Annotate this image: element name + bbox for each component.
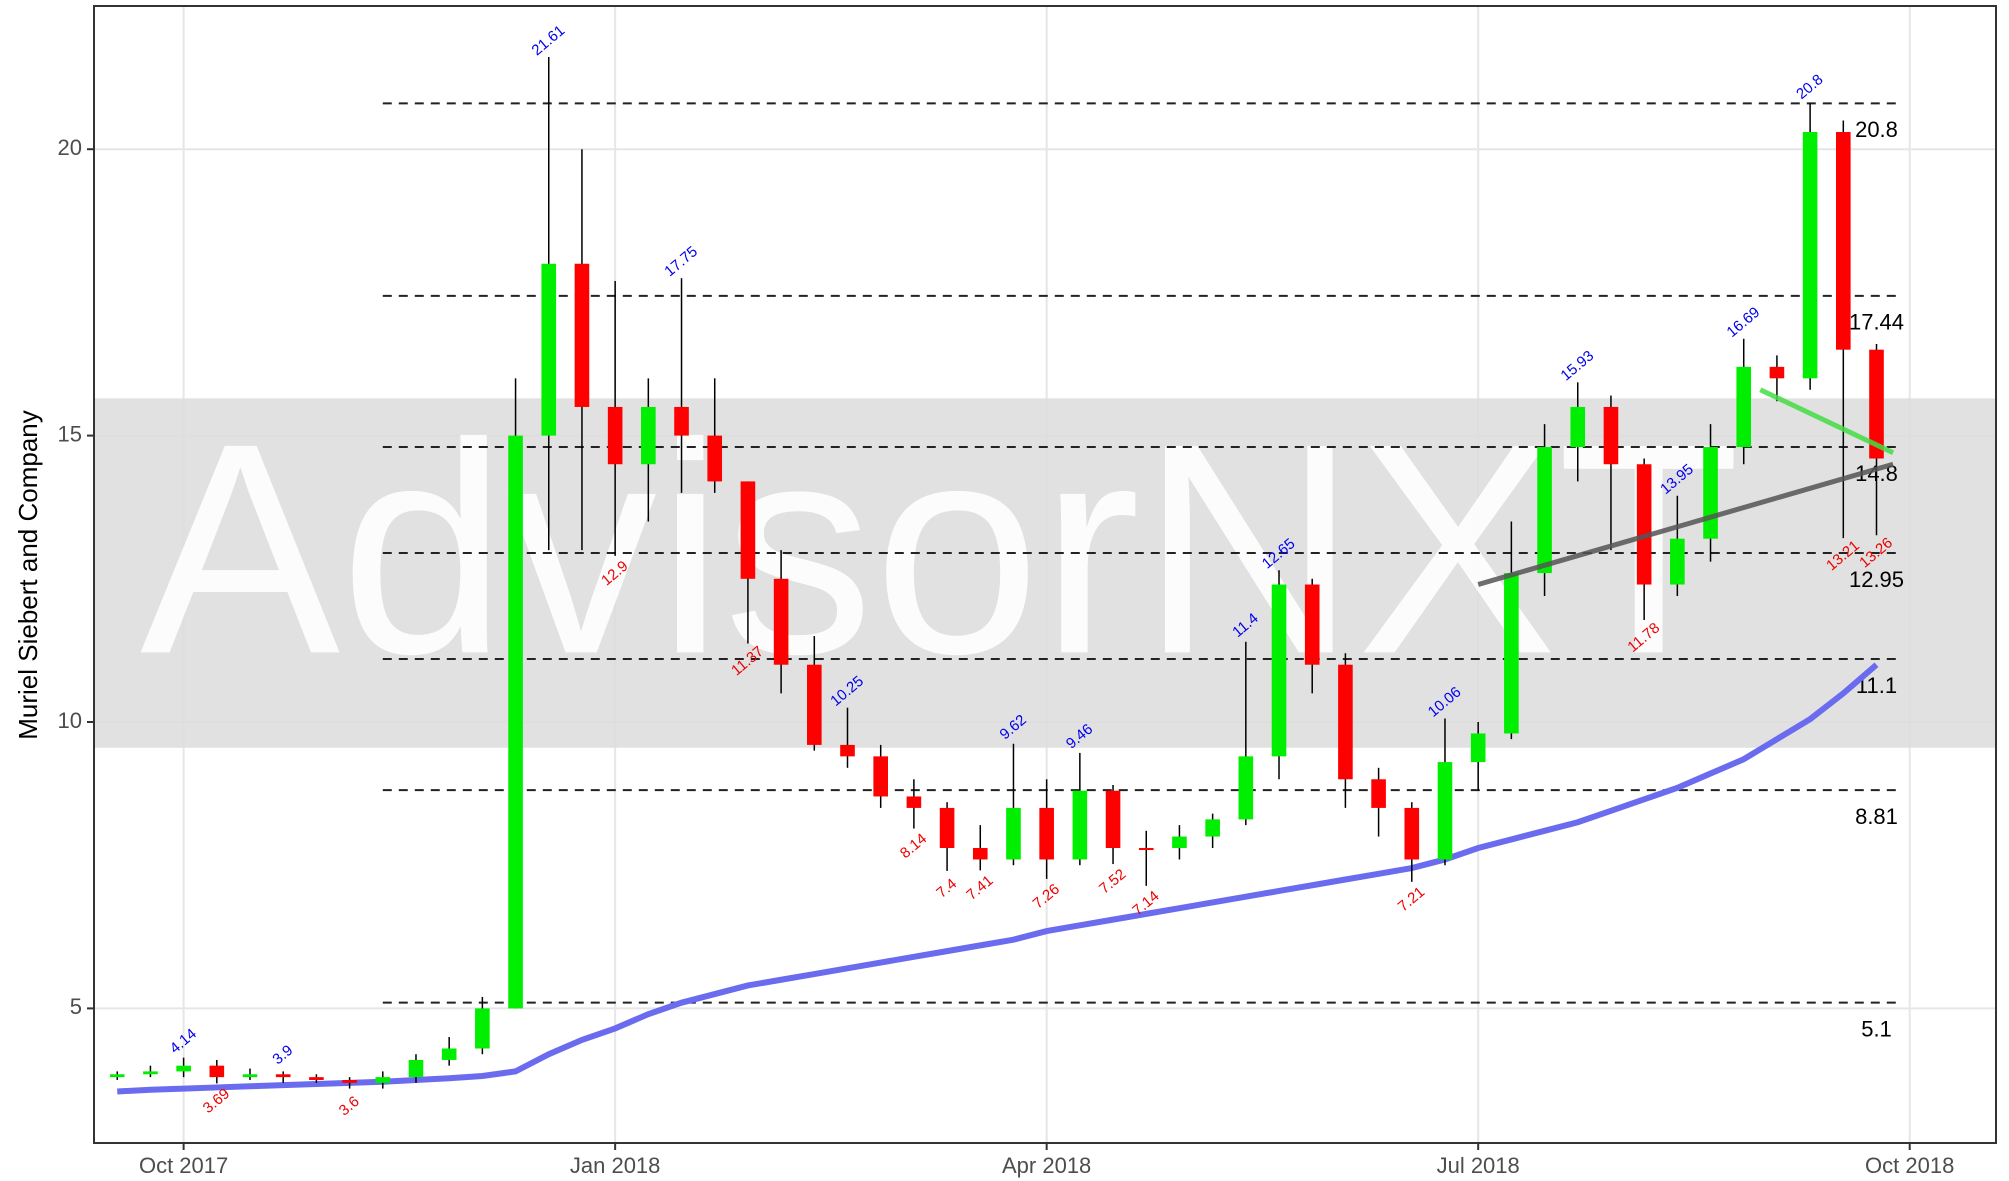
candle-body bbox=[441, 1048, 457, 1060]
candle-body bbox=[1338, 664, 1353, 780]
trough-label: 7.41 bbox=[963, 872, 996, 904]
trendline bbox=[1759, 387, 1895, 456]
x-tick-label: Oct 2017 bbox=[139, 1153, 228, 1178]
candle-body bbox=[641, 406, 656, 465]
candle-body bbox=[740, 481, 756, 579]
candle-body bbox=[1172, 836, 1187, 849]
candle-body bbox=[541, 263, 557, 436]
y-tick-label: 10 bbox=[58, 708, 82, 733]
candle-body bbox=[309, 1077, 324, 1080]
peak-label: 21.61 bbox=[529, 22, 569, 59]
candle-body bbox=[972, 848, 988, 860]
plot-frame bbox=[93, 5, 1997, 1144]
trendline bbox=[1477, 461, 1894, 587]
candle-body bbox=[143, 1071, 158, 1075]
level-label: 8.81 bbox=[1855, 804, 1898, 829]
candle-body bbox=[1072, 790, 1088, 860]
candle-body bbox=[773, 578, 789, 665]
moving-average bbox=[117, 662, 1879, 1095]
candle-body bbox=[1470, 733, 1486, 763]
candle-body bbox=[1039, 807, 1054, 860]
candle-body bbox=[807, 664, 822, 745]
candle-body bbox=[1205, 819, 1220, 837]
candle-body bbox=[375, 1077, 391, 1083]
y-tick-label: 20 bbox=[58, 135, 82, 160]
candle-body bbox=[840, 744, 855, 757]
candle-body bbox=[1570, 406, 1586, 448]
peak-label: 3.9 bbox=[269, 1042, 296, 1068]
trough-label: 3.6 bbox=[336, 1093, 363, 1119]
candle-body bbox=[1238, 756, 1254, 820]
candle-body bbox=[1537, 447, 1552, 574]
watermark: AdvisorNXT bbox=[140, 380, 1740, 716]
candle-body bbox=[873, 756, 888, 797]
candle-body bbox=[1437, 762, 1453, 860]
candle-body bbox=[342, 1079, 357, 1083]
peak-label: 20.8 bbox=[1793, 71, 1826, 103]
candle-body bbox=[475, 1008, 490, 1049]
candle-body bbox=[1504, 573, 1519, 734]
candle-body bbox=[176, 1065, 191, 1072]
candle-body bbox=[1138, 848, 1154, 851]
candle-body bbox=[1703, 447, 1718, 539]
candle-body bbox=[939, 807, 955, 849]
candle-body bbox=[1869, 349, 1884, 459]
candle-body bbox=[906, 796, 922, 808]
candle-body bbox=[574, 263, 590, 407]
x-tick-label: Oct 2018 bbox=[1865, 1153, 1954, 1178]
y-axis-title: Muriel Siebert and Company bbox=[13, 410, 43, 740]
candle-body bbox=[242, 1074, 258, 1078]
candle-body bbox=[607, 406, 623, 465]
candle-body bbox=[674, 406, 689, 436]
candle-body bbox=[209, 1065, 225, 1078]
peak-label: 16.69 bbox=[1724, 304, 1764, 341]
candle-body bbox=[1371, 779, 1386, 808]
candle-body bbox=[1736, 366, 1752, 448]
x-tick-label: Jan 2018 bbox=[570, 1153, 661, 1178]
candle-body bbox=[508, 435, 523, 1009]
level-label: 17.44 bbox=[1849, 310, 1904, 335]
candle-body bbox=[1603, 406, 1619, 465]
x-tick-label: Jul 2018 bbox=[1437, 1153, 1520, 1178]
trough-label: 8.14 bbox=[897, 830, 930, 862]
candle-body bbox=[1670, 538, 1685, 585]
peak-label: 15.93 bbox=[1558, 347, 1598, 384]
candle-body bbox=[707, 435, 723, 482]
candle-body bbox=[1802, 132, 1818, 379]
candle-body bbox=[408, 1059, 424, 1078]
peak-label: 17.75 bbox=[661, 243, 701, 280]
candle-body bbox=[1636, 464, 1652, 585]
trough-label: 7.21 bbox=[1395, 884, 1428, 916]
level-label: 5.1 bbox=[1861, 1016, 1892, 1041]
candle-body bbox=[1304, 584, 1320, 665]
candle-body bbox=[1836, 132, 1851, 350]
candle-body bbox=[1769, 366, 1785, 379]
y-tick-label: 5 bbox=[70, 994, 82, 1019]
level-label: 12.95 bbox=[1849, 567, 1904, 592]
level-label: 20.8 bbox=[1855, 117, 1898, 142]
trough-label: 7.4 bbox=[933, 875, 960, 901]
candle-body bbox=[109, 1074, 125, 1078]
y-tick-label: 15 bbox=[58, 421, 82, 446]
candle-body bbox=[1404, 807, 1420, 860]
candle-body bbox=[1006, 807, 1021, 860]
candle-body bbox=[1105, 790, 1121, 849]
trough-label: 7.52 bbox=[1096, 866, 1129, 898]
candle-body bbox=[275, 1074, 291, 1078]
x-tick-label: Apr 2018 bbox=[1002, 1153, 1091, 1178]
candle-body bbox=[1271, 584, 1287, 757]
